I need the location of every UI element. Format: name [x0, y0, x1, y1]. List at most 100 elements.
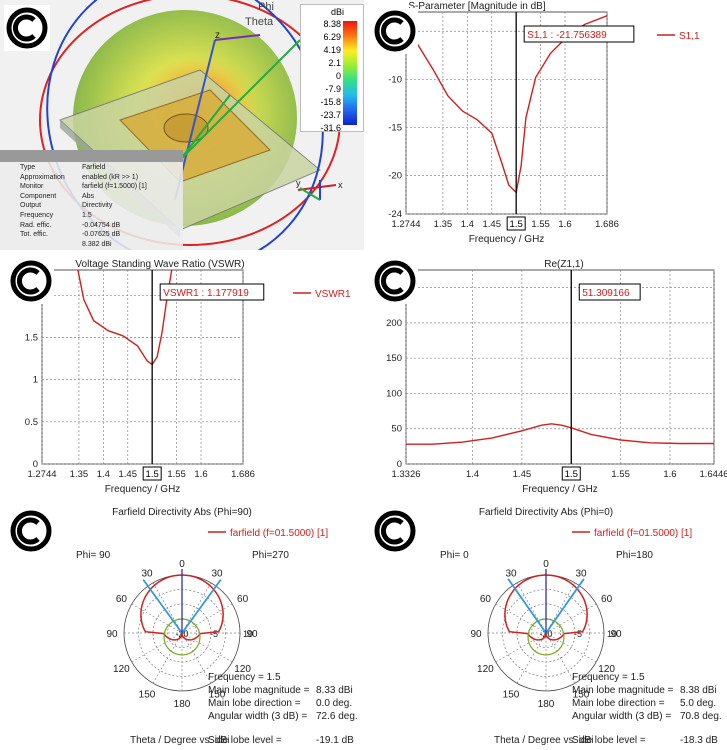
y-tick-label: 200 — [386, 318, 402, 329]
copyright-icon-c — [17, 517, 40, 545]
polar-angle-label: 30 — [575, 568, 587, 579]
colorbar-label: -31.6 — [320, 123, 341, 133]
polar-angle-label: 150 — [503, 690, 520, 701]
x-tick-label: 1.6 — [663, 469, 676, 480]
footer-value: 8.38 dBi — [680, 685, 717, 696]
info-value: Farfield — [82, 164, 106, 171]
x-axis-title: Frequency / GHz — [105, 484, 181, 495]
marker-x-box — [506, 216, 526, 231]
polar-gridring — [531, 618, 561, 648]
copyright-icon — [8, 258, 54, 304]
beamwidth-line — [545, 578, 585, 634]
marker-x-label: 1.5 — [146, 469, 159, 480]
polar-angle-label: 60 — [237, 594, 249, 605]
polar-angle-label: 120 — [113, 664, 130, 675]
copyright-icon — [372, 258, 418, 304]
polar-spoke — [516, 632, 547, 684]
radial-label: 10 — [243, 629, 253, 639]
info-value: farfield (f=1.5000) [1] — [82, 183, 147, 191]
x-tick-label: 1.3326 — [391, 469, 420, 480]
x-axis-label: x — [338, 180, 343, 190]
polar-angle-label: 120 — [477, 664, 494, 675]
s-parameter-chart: S-Parameter [Magnitude in dB] 1.2744 1.35 1… — [372, 1, 700, 245]
colorbar-label: 2.1 — [328, 58, 341, 68]
polar-spoke — [131, 632, 183, 663]
legend-label: farfield (f=01.5000) [1] — [230, 528, 328, 539]
y-tick-label: -15 — [388, 122, 402, 133]
marker-x-box — [142, 466, 162, 481]
right-phi-label: Phi=180 — [616, 550, 653, 561]
polar-spoke — [152, 582, 183, 634]
y-tick-label: 150 — [386, 353, 402, 364]
footer-value: 70.8 deg. — [680, 711, 722, 722]
sidelobe-value: -19.1 dB — [316, 735, 354, 746]
copyright-icon — [8, 508, 54, 554]
legend-label: farfield (f=01.5000) [1] — [594, 528, 692, 539]
polar-angle-label: 0 — [179, 559, 185, 570]
footer-value: 0.0 deg. — [316, 698, 352, 709]
colorbar-legend: dBi 8.38 6.29 4.19 2.1 0 -7.9 -15.8 -23.7 -31.6 — [300, 4, 364, 133]
vswr-panel: Voltage Standing Wave Ratio (VSWR) 1.2744… — [0, 250, 364, 500]
copyright-icon-ring — [10, 260, 52, 302]
colorbar-label: 4.19 — [323, 45, 341, 55]
colorbar-unit: dBi — [331, 7, 345, 17]
series-line — [406, 15, 607, 194]
x-axis-title: Frequency / GHz — [469, 234, 545, 245]
colorbar-gradient — [343, 21, 357, 125]
polar-phi0-panel: Farfield Directivity Abs (Phi=0) farfield… — [364, 500, 727, 750]
chart-title: Voltage Standing Wave Ratio (VSWR) — [75, 259, 244, 270]
y-tick-label: 100 — [386, 388, 402, 399]
legend-label: VSWR1 — [315, 289, 351, 300]
right-phi-label: Phi=270 — [252, 550, 289, 561]
copyright-icon-bg — [8, 258, 54, 304]
polar-gridring — [167, 618, 197, 648]
sidelobe-label: Side lobe level = — [208, 735, 282, 746]
info-value: 1.5 — [82, 212, 92, 219]
y-axis-label: y — [296, 178, 301, 188]
marker-value-label: 51.309166 — [582, 288, 630, 299]
polar-angle-label: 90 — [470, 629, 482, 640]
colorbar-label: 8.38 — [323, 19, 341, 29]
copyright-icon-c — [381, 17, 404, 45]
series-line — [406, 423, 714, 445]
x-tick-label: 1.35 — [70, 469, 89, 480]
info-value: Abs — [82, 192, 95, 200]
marker-x-label: 1.5 — [565, 469, 578, 480]
colorbar-label: -7.9 — [325, 84, 341, 94]
polar-angle-label: 180 — [538, 699, 555, 710]
polar-angle-label: 90 — [610, 629, 622, 640]
x-tick-label: 1.45 — [483, 219, 502, 230]
colorbar-label: 6.29 — [323, 32, 341, 42]
polar-spoke — [545, 603, 597, 634]
x-tick-label: 1.45 — [513, 469, 532, 480]
polar-angle-label: 120 — [598, 664, 615, 675]
polar-angle-label: 60 — [116, 594, 128, 605]
copyright-icon — [372, 508, 418, 554]
left-phi-label: Phi= 90 — [76, 550, 111, 561]
polar-angle-label: 120 — [234, 664, 251, 675]
footer-axis-label: Theta / Degree vs. dBi — [494, 735, 594, 746]
copyright-icon-bg — [372, 508, 418, 554]
polar-spoke — [495, 632, 547, 663]
colorbar-label: 0 — [335, 71, 341, 81]
farfield-info-box: Type Farfield Approximation enabled (kR >> … — [0, 150, 183, 250]
x-tick-label: 1.55 — [611, 469, 630, 480]
polar-angle-label: 60 — [480, 594, 492, 605]
footer-label: Main lobe magnitude = — [572, 685, 674, 696]
footer-axis-label: Theta / Degree vs. dBi — [130, 735, 230, 746]
marker-value-box — [523, 25, 635, 43]
marker-x-box — [561, 466, 581, 481]
copyright-icon-c — [381, 517, 404, 545]
colorbar-label: -23.7 — [320, 110, 341, 120]
polar-angle-label: 60 — [601, 594, 613, 605]
marker-value-label: S1,1 : -21.756389 — [527, 30, 607, 41]
left-phi-label: Phi= 0 — [440, 550, 469, 561]
copyright-icon — [4, 5, 50, 51]
info-key: Component — [20, 192, 57, 200]
y-tick-label: 0.5 — [25, 417, 38, 428]
x-tick-label: 1.35 — [434, 219, 453, 230]
y-tick-label: 0 — [397, 459, 402, 470]
info-value: 8.382 dBi — [82, 240, 112, 248]
x-tick-label: 1.55 — [531, 219, 550, 230]
chart-title: S-Parameter [Magnitude in dB] — [408, 1, 546, 12]
